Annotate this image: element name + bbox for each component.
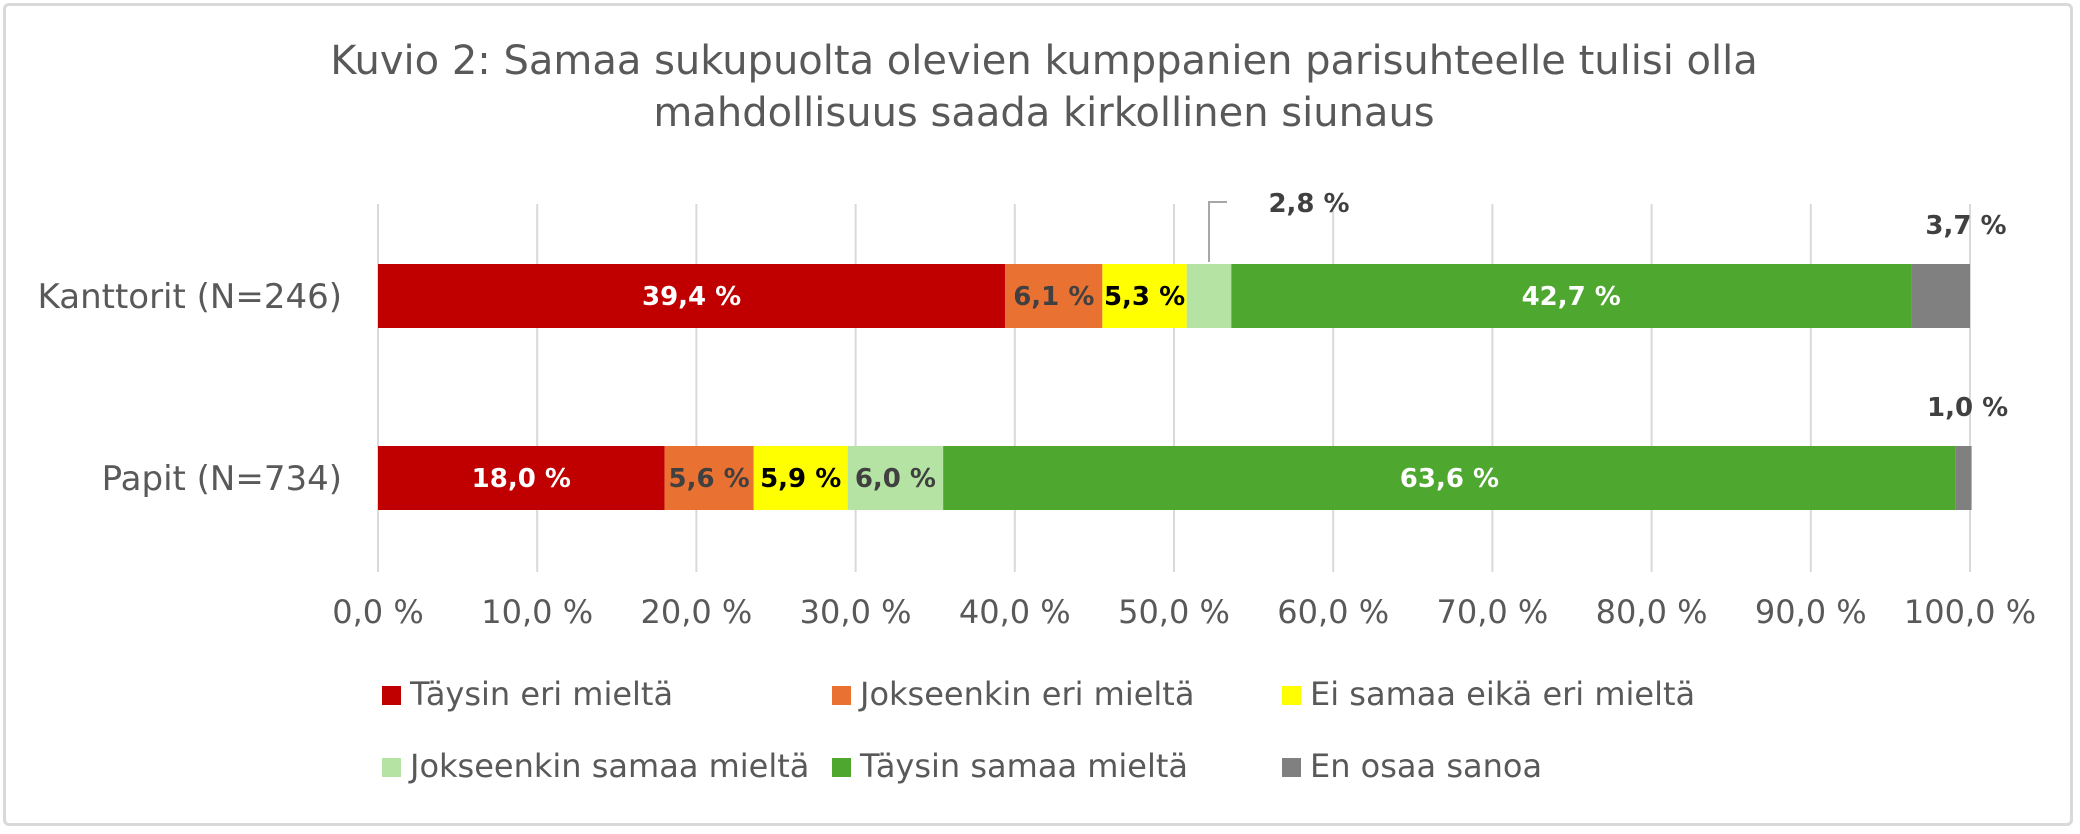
x-tick-label-1: 10,0 % <box>481 593 593 631</box>
bar-papit-n-734-jokseenkin-samaa-mielta <box>847 446 944 510</box>
legend-item-en-osaa-sanoa: En osaa sanoa <box>1282 747 1542 785</box>
legend-swatch-jokseenkin-eri-mielta <box>832 686 851 705</box>
legend-item-ei-samaa-eika-eri-mielta: Ei samaa eikä eri mieltä <box>1282 675 1695 713</box>
data-label-kanttorit-n-246-en-osaa-sanoa: 3,7 % <box>1925 211 2006 241</box>
category-label-0: Kanttorit (N=246) <box>38 277 342 317</box>
bar-kanttorit-n-246-taysin-eri-mielta <box>378 264 1006 328</box>
data-label-kanttorit-n-246-jokseenkin-samaa-mielta: 2,8 % <box>1268 189 1349 219</box>
x-axis-tick-labels: 0,0 % 10,0 % 20,0 % 30,0 % 40,0 % 50,0 % 60,0 … <box>332 593 2036 631</box>
x-tick-label-7: 70,0 % <box>1436 593 1548 631</box>
chart-title-line-1: Kuvio 2: Samaa sukupuolta olevien kumppa… <box>330 38 1757 84</box>
x-tick-label-0: 0,0 % <box>332 593 423 631</box>
category-label-1: Papit (N=734) <box>102 459 342 499</box>
legend-label-jokseenkin-eri-mielta: Jokseenkin eri mieltä <box>858 675 1194 713</box>
chart-frame: Kuvio 2: Samaa sukupuolta olevien kumppa… <box>3 3 2073 826</box>
data-label-kanttorit-n-246-jokseenkin-eri-mielta: 6,1 % <box>1013 282 1094 312</box>
stacked-bar-chart: Kuvio 2: Samaa sukupuolta olevien kumppa… <box>38 38 2037 785</box>
legend-swatch-ei-samaa-eika-eri-mielta <box>1282 686 1301 705</box>
data-label-papit-n-734-taysin-samaa-mielta: 63,6 % <box>1400 464 1499 494</box>
category-labels: Kanttorit (N=246) Papit (N=734) <box>38 277 342 499</box>
bar-papit-n-734-en-osaa-sanoa <box>1955 446 1972 510</box>
data-label-papit-n-734-jokseenkin-samaa-mielta: 6,0 % <box>855 464 936 494</box>
bars: 39,4 % 6,1 % 5,3 % 2,8 % 42,7 % 3,7 % 18,0 % 5,… <box>378 189 2008 510</box>
chart-title-line-2: mahdollisuus saada kirkollinen siunaus <box>653 90 1434 136</box>
legend-item-taysin-eri-mielta: Täysin eri mieltä <box>382 675 673 713</box>
x-tick-label-4: 40,0 % <box>959 593 1071 631</box>
gridlines <box>377 204 1971 572</box>
legend-swatch-taysin-eri-mielta <box>382 686 401 705</box>
x-tick-label-9: 90,0 % <box>1755 593 1867 631</box>
x-tick-label-8: 80,0 % <box>1596 593 1708 631</box>
legend-swatch-en-osaa-sanoa <box>1282 758 1301 777</box>
data-label-papit-n-734-taysin-eri-mielta: 18,0 % <box>472 464 571 494</box>
data-label-papit-n-734-jokseenkin-eri-mielta: 5,6 % <box>669 464 750 494</box>
bar-kanttorit-n-246-jokseenkin-samaa-mielta <box>1186 264 1232 328</box>
legend-label-ei-samaa-eika-eri-mielta: Ei samaa eikä eri mieltä <box>1310 675 1695 713</box>
x-tick-label-10: 100,0 % <box>1904 593 2036 631</box>
legend-label-jokseenkin-samaa-mielta: Jokseenkin samaa mieltä <box>408 747 809 785</box>
legend-swatch-jokseenkin-samaa-mielta <box>382 758 401 777</box>
legend-swatch-taysin-samaa-mielta <box>832 758 851 777</box>
bar-kanttorit-n-246-jokseenkin-eri-mielta <box>1005 264 1103 328</box>
bar-kanttorit-n-246-en-osaa-sanoa <box>1911 264 1970 328</box>
legend-item-jokseenkin-eri-mielta: Jokseenkin eri mieltä <box>832 675 1194 713</box>
data-label-kanttorit-n-246-taysin-eri-mielta: 39,4 % <box>642 282 741 312</box>
data-label-kanttorit-n-246-ei-samaa-eika-eri-mielta: 5,3 % <box>1104 282 1185 312</box>
x-tick-label-3: 30,0 % <box>800 593 912 631</box>
legend-label-en-osaa-sanoa: En osaa sanoa <box>1310 747 1542 785</box>
bar-papit-n-734-taysin-eri-mielta <box>378 446 665 510</box>
bar-papit-n-734-jokseenkin-eri-mielta <box>664 446 754 510</box>
legend-item-jokseenkin-samaa-mielta: Jokseenkin samaa mieltä <box>382 747 809 785</box>
leader-line-kanttorit-n-246-jokseenkin-samaa-mielta <box>1208 201 1228 262</box>
bar-kanttorit-n-246-taysin-samaa-mielta <box>1231 264 1912 328</box>
legend: Täysin eri mieltä Jokseenkin eri mieltä Ei… <box>382 675 1695 785</box>
legend-label-taysin-samaa-mielta: Täysin samaa mieltä <box>859 747 1188 785</box>
data-label-kanttorit-n-246-taysin-samaa-mielta: 42,7 % <box>1522 282 1621 312</box>
data-label-papit-n-734-en-osaa-sanoa: 1,0 % <box>1927 393 2008 423</box>
legend-item-taysin-samaa-mielta: Täysin samaa mieltä <box>832 747 1188 785</box>
x-tick-label-2: 20,0 % <box>640 593 752 631</box>
x-tick-label-6: 60,0 % <box>1277 593 1389 631</box>
data-label-papit-n-734-ei-samaa-eika-eri-mielta: 5,9 % <box>760 464 841 494</box>
bar-papit-n-734-taysin-samaa-mielta <box>943 446 1956 510</box>
bar-papit-n-734-ei-samaa-eika-eri-mielta <box>753 446 848 510</box>
chart-title: Kuvio 2: Samaa sukupuolta olevien kumppa… <box>330 38 1757 136</box>
x-tick-label-5: 50,0 % <box>1118 593 1230 631</box>
legend-label-taysin-eri-mielta: Täysin eri mieltä <box>409 675 673 713</box>
bar-kanttorit-n-246-ei-samaa-eika-eri-mielta <box>1102 264 1187 328</box>
